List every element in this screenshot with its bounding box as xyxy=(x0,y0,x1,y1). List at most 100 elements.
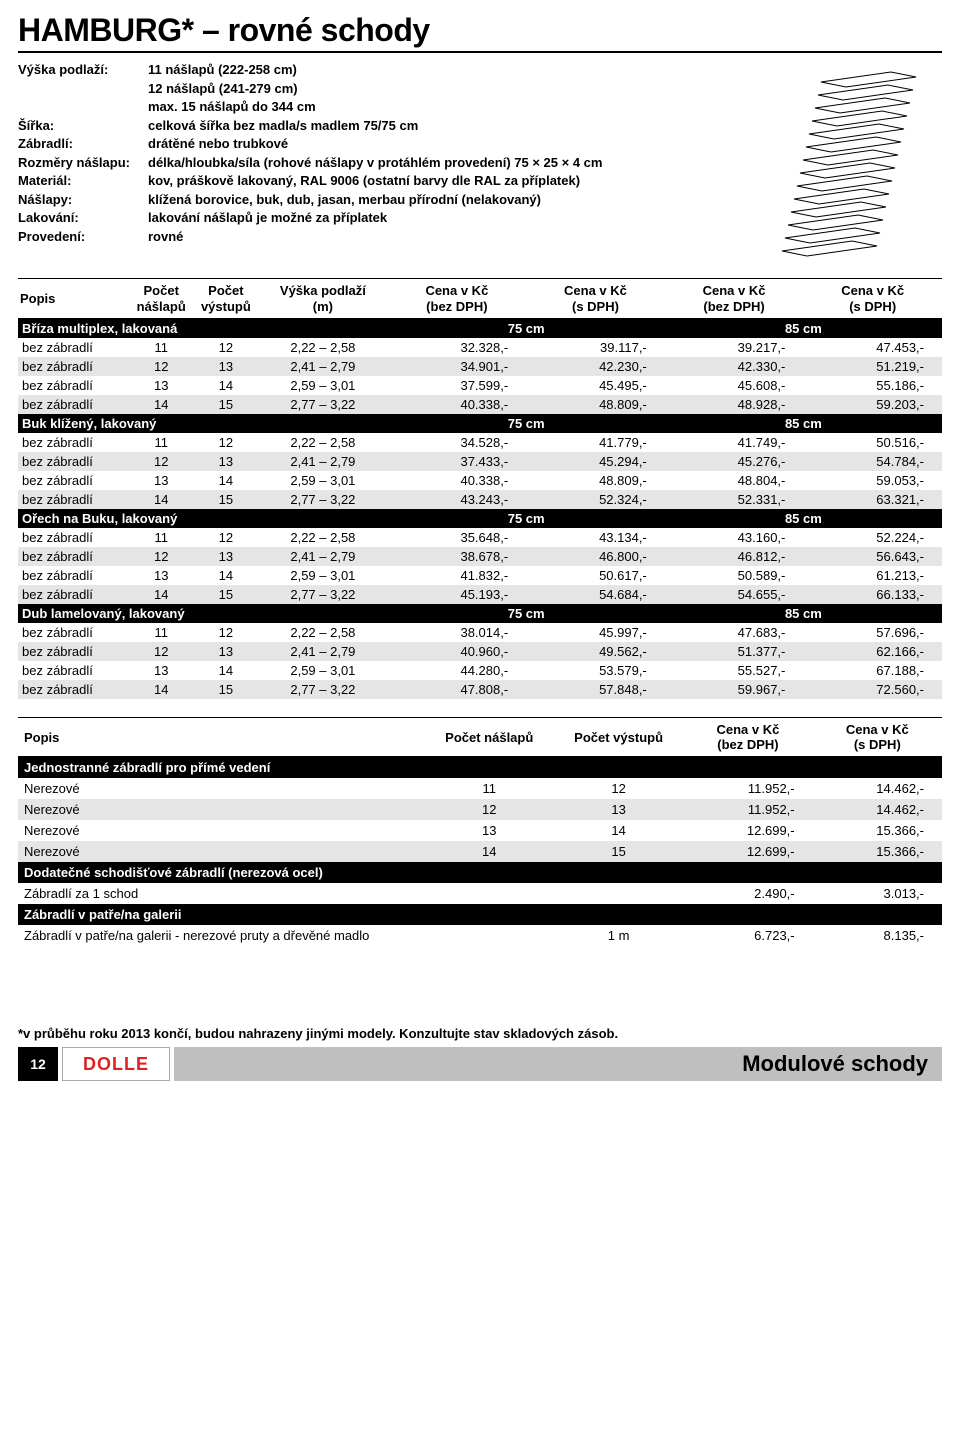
table-cell: 12 xyxy=(194,338,259,357)
table-cell: 57.696,- xyxy=(803,623,942,642)
table-cell: 2,41 – 2,79 xyxy=(258,452,387,471)
table-cell: 42.330,- xyxy=(665,357,804,376)
table-cell: 14 xyxy=(425,841,554,862)
table-cell: 2,59 – 3,01 xyxy=(258,566,387,585)
table-cell: 12 xyxy=(425,799,554,820)
table-cell: 2,59 – 3,01 xyxy=(258,661,387,680)
spec-value: kov, práškově lakovaný, RAL 9006 (ostatn… xyxy=(148,172,742,190)
table-cell: 59.053,- xyxy=(803,471,942,490)
table-cell: 12.699,- xyxy=(683,820,812,841)
table-cell: 45.294,- xyxy=(526,452,665,471)
table-cell: 15 xyxy=(194,395,259,414)
table-cell: 2,22 – 2,58 xyxy=(258,433,387,452)
table-cell: bez zábradlí xyxy=(18,376,129,395)
table-cell: 52.331,- xyxy=(665,490,804,509)
table-row: bez zábradlí14152,77 – 3,2245.193,-54.68… xyxy=(18,585,942,604)
table-cell: 54.684,- xyxy=(526,585,665,604)
table-cell: 2,41 – 2,79 xyxy=(258,547,387,566)
table-cell: 46.812,- xyxy=(665,547,804,566)
table-cell: 40.338,- xyxy=(388,395,527,414)
brand-logo: DOLLE xyxy=(62,1047,170,1081)
spec-label: Výška podlaží: xyxy=(18,61,148,79)
table-row: bez zábradlí13142,59 – 3,0137.599,-45.49… xyxy=(18,376,942,395)
table-cell xyxy=(425,925,554,946)
spec-label xyxy=(18,98,148,116)
table-row: bez zábradlí11122,22 – 2,5838.014,-45.99… xyxy=(18,623,942,642)
table-cell: 49.562,- xyxy=(526,642,665,661)
table-cell: bez zábradlí xyxy=(18,547,129,566)
table-cell: 12 xyxy=(194,433,259,452)
table-cell: 2,22 – 2,58 xyxy=(258,338,387,357)
spec-value: 11 nášlapů (222-258 cm) xyxy=(148,61,742,79)
column-header: Cena v Kč(bez DPH) xyxy=(683,718,812,757)
table-cell: 45.495,- xyxy=(526,376,665,395)
table-cell: 2,77 – 3,22 xyxy=(258,680,387,699)
table-cell: 61.213,- xyxy=(803,566,942,585)
table-cell: 2,77 – 3,22 xyxy=(258,490,387,509)
table-cell: Nerezové xyxy=(18,841,425,862)
table-cell: 37.599,- xyxy=(388,376,527,395)
table-cell: 14 xyxy=(129,585,194,604)
width-label: 85 cm xyxy=(665,604,942,623)
table-cell: 53.579,- xyxy=(526,661,665,680)
table-cell: bez zábradlí xyxy=(18,471,129,490)
table-cell: bez zábradlí xyxy=(18,338,129,357)
section-title: Dub lamelovaný, lakovaný xyxy=(18,604,388,623)
column-header: Cena v Kč(s DPH) xyxy=(803,279,942,319)
specs-block: Výška podlaží:11 nášlapů (222-258 cm)12 … xyxy=(18,61,942,264)
column-header: Početnášlapů xyxy=(129,279,194,319)
table-cell: 12 xyxy=(194,623,259,642)
stairs-illustration xyxy=(762,61,942,264)
table-cell: 12 xyxy=(129,547,194,566)
table-cell: 2,22 – 2,58 xyxy=(258,528,387,547)
table-row: bez zábradlí11122,22 – 2,5832.328,-39.11… xyxy=(18,338,942,357)
table-cell: 3.013,- xyxy=(813,883,942,904)
table-cell: bez zábradlí xyxy=(18,642,129,661)
table-cell: 47.453,- xyxy=(803,338,942,357)
column-header: Počet nášlapů xyxy=(425,718,554,757)
table-cell: bez zábradlí xyxy=(18,452,129,471)
spec-label: Šířka: xyxy=(18,117,148,135)
table-cell: 42.230,- xyxy=(526,357,665,376)
table-cell: 11 xyxy=(129,623,194,642)
table-cell: bez zábradlí xyxy=(18,661,129,680)
spec-value: rovné xyxy=(148,228,742,246)
spec-label: Lakování: xyxy=(18,209,148,227)
table-cell: 41.749,- xyxy=(665,433,804,452)
spec-label: Provedení: xyxy=(18,228,148,246)
page-number: 12 xyxy=(18,1047,58,1081)
column-header: Cena v Kč(bez DPH) xyxy=(665,279,804,319)
table-cell: 15.366,- xyxy=(813,820,942,841)
table-cell: 2,77 – 3,22 xyxy=(258,395,387,414)
table-cell: 45.608,- xyxy=(665,376,804,395)
table-row: bez zábradlí12132,41 – 2,7940.960,-49.56… xyxy=(18,642,942,661)
table-cell: 13 xyxy=(194,452,259,471)
table-cell: 12 xyxy=(129,642,194,661)
table-cell: 12 xyxy=(554,778,683,799)
table-cell: 46.800,- xyxy=(526,547,665,566)
table-cell: 57.848,- xyxy=(526,680,665,699)
table-cell: 11.952,- xyxy=(683,778,812,799)
table-row: bez zábradlí11122,22 – 2,5834.528,-41.77… xyxy=(18,433,942,452)
section-title: Zábradlí v patře/na galerii xyxy=(18,904,942,925)
table-cell: bez zábradlí xyxy=(18,566,129,585)
table-cell: 2,59 – 3,01 xyxy=(258,376,387,395)
table-cell: 2,22 – 2,58 xyxy=(258,623,387,642)
table-cell: 2,77 – 3,22 xyxy=(258,585,387,604)
table-cell: 11 xyxy=(129,528,194,547)
table-cell: Zábradlí v patře/na galerii - nerezové p… xyxy=(18,925,425,946)
table-cell: 41.779,- xyxy=(526,433,665,452)
table-cell: 14 xyxy=(194,661,259,680)
spec-label: Materiál: xyxy=(18,172,148,190)
table-cell: 54.655,- xyxy=(665,585,804,604)
spec-value: drátěné nebo trubkové xyxy=(148,135,742,153)
table-cell: Zábradlí za 1 schod xyxy=(18,883,425,904)
table-cell: 14 xyxy=(129,395,194,414)
table-row: bez zábradlí13142,59 – 3,0140.338,-48.80… xyxy=(18,471,942,490)
section-title: Dodatečné schodišťové zábradlí (nerezová… xyxy=(18,862,942,883)
table-cell: bez zábradlí xyxy=(18,433,129,452)
section-title: Jednostranné zábradlí pro přímé vedení xyxy=(18,757,942,779)
table-cell: 39.217,- xyxy=(665,338,804,357)
table-row: Zábradlí za 1 schod2.490,-3.013,- xyxy=(18,883,942,904)
table-cell: 59.203,- xyxy=(803,395,942,414)
